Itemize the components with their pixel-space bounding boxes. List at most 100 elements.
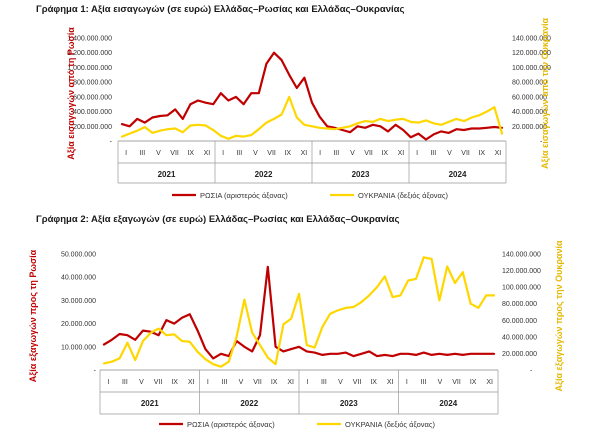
right-axis-ticks: 20.000.000 40.000.000 60.000.000 80.000.000…	[512, 36, 551, 146]
month-label: XI	[387, 379, 394, 386]
month-label: V	[239, 379, 244, 386]
month-label: IX	[478, 150, 485, 157]
right-axis-title: Αξία εισαγωγών από την Ουκρανία	[540, 18, 550, 170]
month-label: I	[306, 379, 308, 386]
right-tick-label: 80.000.000	[512, 80, 547, 87]
legend-label: ΟΥΚΡΑΝΙΑ (δεξιός άξονας)	[358, 191, 448, 200]
month-label: IX	[381, 150, 388, 157]
year-label: 2021	[141, 399, 159, 408]
right-axis-title: Αξία εξαγωγών προς την Ουκρανία	[554, 240, 564, 391]
right-tick-label: 100.000.000	[512, 65, 551, 72]
left-tick-label: 200.000.000	[73, 124, 112, 131]
left-tick-label: 800.000.000	[73, 80, 112, 87]
year-label: 2021	[158, 170, 176, 179]
month-label: XI	[188, 379, 195, 386]
year-label: 2023	[352, 170, 370, 179]
chart-2: Γράφημα 2: Αξία εξαγωγών (σε ευρώ) Ελλάδ…	[28, 214, 564, 429]
month-label: I	[125, 150, 127, 157]
month-label: V	[156, 150, 161, 157]
left-axis-ticks: 200.000.000 400.000.000 600.000.000 800.000…	[67, 36, 112, 146]
legend-label: ΟΥΚΡΑΝΙΑ (δεξιός άξονας)	[345, 420, 435, 429]
year-label: 2022	[255, 170, 273, 179]
month-label: V	[139, 379, 144, 386]
month-label: IX	[171, 379, 178, 386]
month-label: XI	[287, 379, 294, 386]
month-label: I	[207, 379, 209, 386]
chart-1: Γράφημα 1: Αξία εισαγωγών (σε ευρώ) Ελλά…	[36, 4, 551, 200]
right-tick-label: 20.000.000	[502, 351, 537, 358]
right-tick-label: 140.000.000	[502, 252, 541, 259]
left-axis-title: Αξία εξαγωγών προς τη Ρωσία	[28, 249, 38, 382]
month-label: XI	[486, 379, 493, 386]
month-label: IX	[187, 150, 194, 157]
left-tick-label: 30.000.000	[61, 298, 96, 305]
month-label: III	[139, 150, 145, 157]
month-label: VII	[452, 379, 461, 386]
month-label: III	[430, 150, 436, 157]
left-tick-zero: -	[94, 368, 97, 375]
right-tick-zero: -	[530, 368, 533, 375]
left-tick-label: 400.000.000	[73, 109, 112, 116]
legend: ΡΩΣΙΑ (αριστερός άξονας) ΟΥΚΡΑΝΙΑ (δεξιός…	[172, 191, 448, 200]
year-label: 2024	[439, 399, 457, 408]
left-axis-title: Αξία εισαγωγών από τη Ρωσία	[66, 27, 76, 160]
right-tick-zero: -	[540, 139, 543, 146]
month-label: I	[107, 379, 109, 386]
legend-label: ΡΩΣΙΑ (αριστερός άξονας)	[187, 420, 275, 429]
left-tick-label: 40.000.000	[61, 275, 96, 282]
month-label: V	[338, 379, 343, 386]
right-tick-label: 120.000.000	[502, 268, 541, 275]
right-tick-label: 100.000.000	[502, 285, 541, 292]
month-label: V	[253, 150, 258, 157]
category-axis: I III V VII IX XI I III V VII IX XI I III V VII IX XI I III…	[117, 140, 507, 184]
month-label: III	[236, 150, 242, 157]
left-tick-label: 1.400.000.000	[67, 36, 112, 43]
left-tick-label: 50.000.000	[61, 252, 96, 259]
right-tick-label: 60.000.000	[502, 318, 537, 325]
legend-item-ukraine: ΟΥΚΡΑΝΙΑ (δεξιός άξονας)	[317, 420, 435, 429]
legend-item-russia: ΡΩΣΙΑ (αριστερός άξονας)	[159, 420, 275, 429]
month-label: VII	[353, 379, 362, 386]
chart-title: Γράφημα 2: Αξία εξαγωγών (σε ευρώ) Ελλάδ…	[36, 214, 399, 225]
series-line-ukraine	[102, 256, 496, 368]
month-label: V	[438, 379, 443, 386]
left-axis-ticks: 10.000.000 20.000.000 30.000.000 40.000.000…	[61, 252, 97, 375]
series-line-russia	[120, 51, 504, 141]
month-label: IX	[470, 379, 477, 386]
right-axis-ticks: 20.000.000 40.000.000 60.000.000 80.000.000…	[502, 252, 541, 375]
left-tick-label: 1.200.000.000	[67, 50, 112, 57]
month-label: VII	[170, 150, 179, 157]
month-label: III	[420, 379, 426, 386]
month-label: I	[319, 150, 321, 157]
year-label: 2023	[340, 399, 358, 408]
category-axis: I III V VII IX XI I III V VII IX XI I III V VII IX XI I III…	[99, 369, 499, 415]
series-line-russia	[102, 265, 496, 360]
month-label: XI	[204, 150, 211, 157]
month-label: III	[333, 150, 339, 157]
right-tick-label: 80.000.000	[502, 301, 537, 308]
month-label: VII	[253, 379, 262, 386]
legend-item-ukraine: ΟΥΚΡΑΝΙΑ (δεξιός άξονας)	[330, 191, 448, 200]
right-tick-label: 40.000.000	[512, 109, 547, 116]
month-label: III	[321, 379, 327, 386]
month-label: VII	[267, 150, 276, 157]
right-tick-label: 140.000.000	[512, 36, 551, 43]
right-tick-label: 120.000.000	[512, 50, 551, 57]
month-label: XI	[495, 150, 502, 157]
left-tick-zero: -	[110, 139, 113, 146]
month-label: I	[416, 150, 418, 157]
month-label: III	[122, 379, 128, 386]
month-label: III	[221, 379, 227, 386]
month-label: I	[406, 379, 408, 386]
month-label: VII	[154, 379, 163, 386]
legend: ΡΩΣΙΑ (αριστερός άξονας) ΟΥΚΡΑΝΙΑ (δεξιός…	[159, 420, 435, 429]
month-label: IX	[271, 379, 278, 386]
right-tick-label: 60.000.000	[512, 94, 547, 101]
left-tick-label: 1.000.000.000	[67, 65, 112, 72]
series-line-ukraine	[120, 95, 504, 140]
month-label: VII	[461, 150, 470, 157]
month-label: IX	[370, 379, 377, 386]
legend-label: ΡΩΣΙΑ (αριστερός άξονας)	[200, 191, 288, 200]
